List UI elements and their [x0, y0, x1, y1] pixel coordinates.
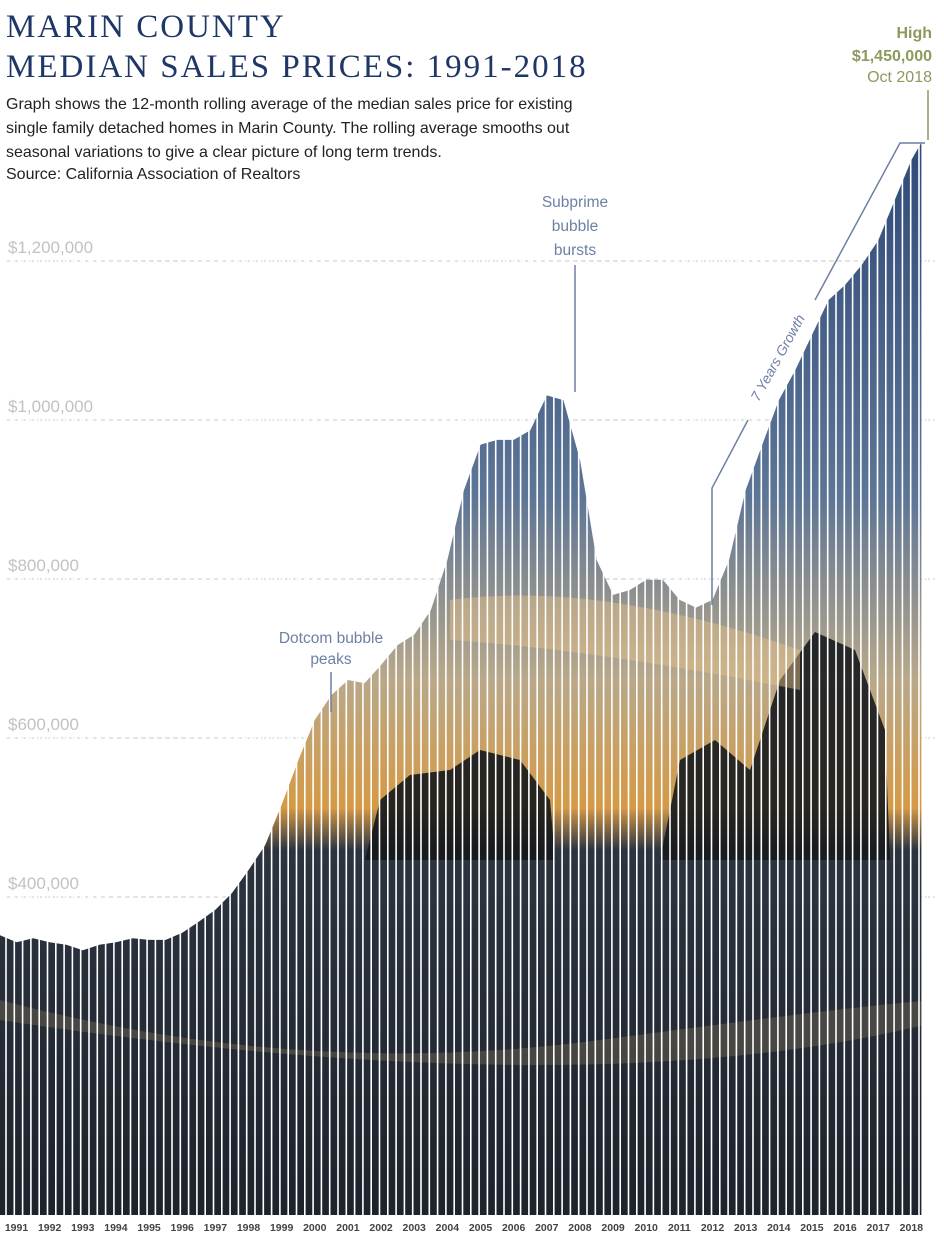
x-tick-label: 2011	[668, 1222, 691, 1234]
x-tick-label: 1998	[237, 1222, 261, 1234]
x-tick-label: 2014	[767, 1222, 791, 1234]
subtitle: single family detached homes in Marin Co…	[6, 120, 570, 137]
x-tick-label: 2012	[701, 1222, 725, 1234]
x-tick-label: 2004	[436, 1222, 460, 1234]
subtitle: Graph shows the 12-month rolling average…	[6, 96, 573, 113]
x-tick-label: 1999	[270, 1222, 294, 1234]
chart-title: MEDIAN SALES PRICES: 1991-2018	[6, 49, 588, 85]
x-tick-label: 2002	[369, 1222, 393, 1234]
x-tick-label: 2007	[535, 1222, 559, 1234]
x-tick-label: 2008	[568, 1222, 592, 1234]
chart-title: MARIN COUNTY	[6, 9, 286, 45]
x-tick-label: 1994	[104, 1222, 128, 1234]
y-tick-label: $400,000	[8, 874, 79, 893]
x-tick-label: 2009	[601, 1222, 625, 1234]
annotation: $1,450,000	[852, 48, 932, 65]
annotation: Dotcom bubble	[279, 630, 383, 647]
x-tick-label: 2017	[867, 1222, 891, 1234]
annotation: bubble	[552, 218, 599, 235]
subtitle: Source: California Association of Realto…	[6, 166, 300, 183]
y-tick-label: $600,000	[8, 715, 79, 734]
x-tick-label: 1993	[71, 1222, 95, 1234]
leader-line	[711, 419, 749, 605]
y-tick-label: $1,200,000	[8, 238, 93, 257]
x-tick-label: 1992	[38, 1222, 62, 1234]
x-tick-label: 2006	[502, 1222, 526, 1234]
x-tick-label: 1995	[137, 1222, 161, 1234]
leader-line	[814, 142, 925, 301]
annotation: bursts	[554, 242, 596, 259]
x-tick-label: 2000	[303, 1222, 327, 1234]
x-tick-label: 1991	[5, 1222, 29, 1234]
x-tick-label: 2013	[734, 1222, 758, 1234]
y-tick-label: $1,000,000	[8, 397, 93, 416]
y-tick-label: $800,000	[8, 556, 79, 575]
x-tick-label: 1996	[171, 1222, 195, 1234]
annotation: Subprime	[542, 194, 608, 211]
annotation: Oct 2018	[867, 69, 932, 86]
x-tick-label: 2016	[833, 1222, 857, 1234]
x-tick-label: 2005	[469, 1222, 493, 1234]
x-tick-label: 2015	[800, 1222, 824, 1234]
annotation: peaks	[310, 651, 352, 668]
subtitle: seasonal variations to give a clear pict…	[6, 144, 442, 161]
x-tick-label: 2001	[336, 1222, 360, 1234]
x-tick-label: 2010	[635, 1222, 659, 1234]
x-tick-label: 1997	[204, 1222, 228, 1234]
x-tick-label: 2003	[403, 1222, 427, 1234]
x-tick-label: 2018	[900, 1222, 924, 1234]
annotation: High	[896, 25, 932, 42]
